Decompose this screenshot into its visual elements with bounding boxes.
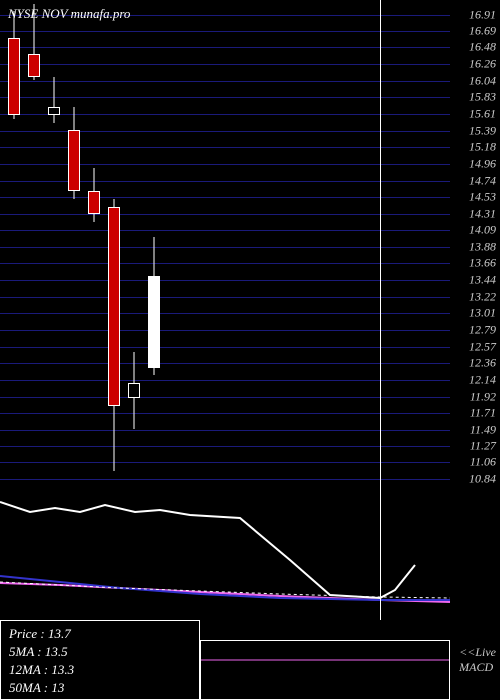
y-label: 11.06 [470, 455, 496, 470]
y-label: 11.27 [470, 439, 496, 454]
y-label: 12.79 [469, 322, 496, 337]
y-label: 13.01 [469, 306, 496, 321]
y-label: 16.26 [469, 57, 496, 72]
macd-box [200, 640, 450, 700]
candle-body [88, 191, 100, 214]
info-line: 50MA : 13 [9, 679, 191, 697]
macd-label: <<Live MACD [459, 645, 496, 675]
y-label: 13.88 [469, 239, 496, 254]
y-label: 11.71 [470, 405, 496, 420]
live-label: <<Live [459, 645, 496, 660]
y-label: 16.04 [469, 74, 496, 89]
y-label: 14.74 [469, 173, 496, 188]
candle-body [68, 130, 80, 191]
candle-wick [54, 77, 55, 123]
y-label: 11.49 [470, 422, 496, 437]
candle-area [0, 0, 450, 490]
y-label: 13.22 [469, 290, 496, 305]
y-label: 12.57 [469, 339, 496, 354]
stock-chart: NYSE NOV munafa.pro 16.91 16.6916.48 16.26… [0, 0, 500, 700]
y-label: 16.48 [469, 40, 496, 55]
y-label: 12.36 [469, 355, 496, 370]
y-label: 14.31 [469, 206, 496, 221]
y-label: 10.84 [469, 472, 496, 487]
y-label: 14.09 [469, 223, 496, 238]
info-line: Price : 13.7 [9, 625, 191, 643]
y-label: 14.96 [469, 156, 496, 171]
indicator-line [0, 502, 415, 598]
y-label: 16.69 [469, 24, 496, 39]
y-label: 13.66 [469, 256, 496, 271]
vertical-marker [380, 0, 381, 620]
candle-body [148, 276, 160, 368]
candle-body [128, 383, 140, 398]
y-label: 15.83 [469, 90, 496, 105]
y-label: 15.61 [469, 107, 496, 122]
y-label: 14.53 [469, 189, 496, 204]
chart-title: NYSE NOV munafa.pro [8, 6, 130, 22]
info-line: 5MA : 13.5 [9, 643, 191, 661]
macd-text: MACD [459, 660, 496, 675]
y-label: 15.18 [469, 140, 496, 155]
y-label: 13.44 [469, 273, 496, 288]
info-line: 12MA : 13.3 [9, 661, 191, 679]
candle-body [8, 38, 20, 115]
info-box: Price : 13.75MA : 13.512MA : 13.350MA : … [0, 620, 200, 700]
y-label: 16.91 [469, 7, 496, 22]
y-label: 12.14 [469, 372, 496, 387]
y-label: 11.92 [470, 389, 496, 404]
candle-body [108, 207, 120, 406]
candle-body [48, 107, 60, 115]
y-label: 15.39 [469, 123, 496, 138]
candle-body [28, 54, 40, 77]
